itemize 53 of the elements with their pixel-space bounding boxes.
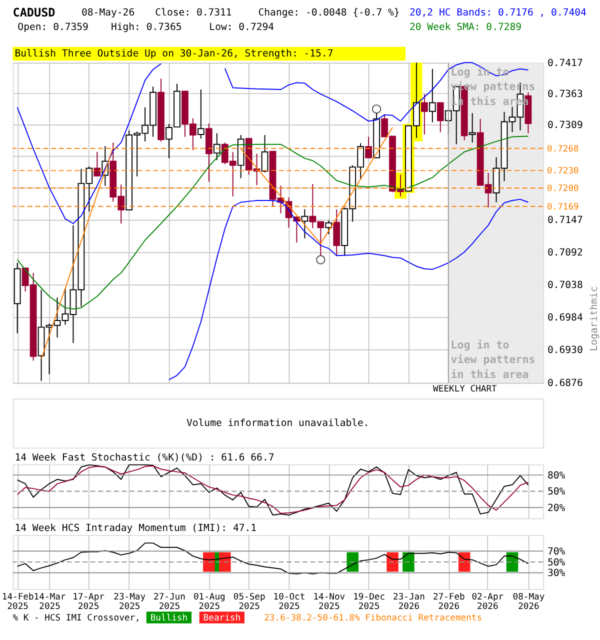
y-tick-label: 0.7417 (547, 58, 583, 70)
ref-line-label: 0.7268 (546, 144, 579, 154)
text: WEEKLY CHART (433, 384, 498, 395)
text: 08-May-26 (82, 7, 135, 18)
y-tick-label: 0.7363 (547, 88, 583, 100)
chart-title: 14 Week HCS Intraday Momentum (IMI): 47.1 (14, 523, 257, 534)
y-tick-label: 50% (547, 486, 566, 498)
y-tick-label: 20% (547, 502, 566, 514)
y-tick-label: 0.7147 (547, 214, 583, 226)
text: Low: 0.7294 (209, 22, 274, 34)
y-tick-label: 0.7092 (547, 247, 583, 258)
x-tick-label: 01-Aug 2025 (193, 592, 226, 612)
y-tick-label: 80% (547, 470, 566, 482)
text: Open: 0.7359 (18, 22, 89, 34)
text: Change: -0.0048 {-0.7 %} (258, 7, 400, 18)
x-tick-label: 17-Apr 2025 (72, 592, 104, 612)
x-tick-label: 19-Dec 2025 (353, 592, 385, 612)
x-tick-label: 10-Oct 2025 (273, 592, 306, 612)
x-tick-label: 02-Apr 2026 (472, 592, 504, 612)
text: 20 Week SMA: 0.7289 (409, 22, 522, 34)
chart-title: CADUSD (12, 5, 56, 20)
text: Bearish (203, 613, 241, 624)
x-tick-label: 14-Nov 2025 (313, 592, 346, 612)
y-tick-label: 0.7309 (547, 120, 583, 132)
chart-subtitle: Bullish Three Outside Up on 30-Jan-26, Strength: -15.7 (14, 48, 334, 60)
y-tick-label: 30% (547, 568, 566, 580)
ref-line-label: 0.7200 (546, 184, 579, 194)
chart-title: 14 Week Fast Stochastic (%K)(%D) : 61.6 66.7 (14, 452, 274, 464)
ref-line-label: 0.7169 (546, 202, 579, 212)
y-tick-label: 0.6930 (547, 345, 583, 356)
annotation: Log in to view patterns in this area (450, 338, 536, 381)
y-tick-label: 0.6876 (547, 378, 583, 390)
y-tick-label: 70% (547, 546, 566, 558)
y-tick-label: 50% (547, 557, 566, 568)
x-tick-label: 05-Sep 2025 (233, 592, 266, 612)
text: Logarithmic (589, 286, 600, 352)
x-tick-label: 14-Feb 2025 (2, 592, 34, 612)
legend-title: % K - HCS IMI Crossover, (12, 613, 140, 624)
text: 23.6-38.2-50-61.8% Fibonacci Retracements (264, 613, 482, 624)
text: High: 0.7365 (110, 22, 182, 34)
x-tick-label: 23-Jan 2026 (393, 592, 425, 612)
text: Close: 0.7311 (155, 7, 232, 18)
x-tick-label: 27-Feb 2026 (432, 592, 465, 612)
text: Bullish (150, 613, 188, 624)
text: Volume information unavailable. (186, 418, 370, 429)
y-tick-label: 0.7038 (547, 280, 583, 291)
y-tick-label: 0.6984 (547, 312, 583, 324)
x-tick-label: 14-Mar 2025 (34, 592, 66, 612)
text: 20,2 HC Bands: 0.7176 , 0.7404 (409, 7, 587, 18)
x-tick-label: 08-May 2026 (512, 592, 545, 612)
ref-line-label: 0.7230 (546, 166, 579, 177)
x-tick-label: 23-May 2025 (114, 592, 146, 612)
x-tick-label: 27-Jun 2025 (154, 592, 186, 612)
